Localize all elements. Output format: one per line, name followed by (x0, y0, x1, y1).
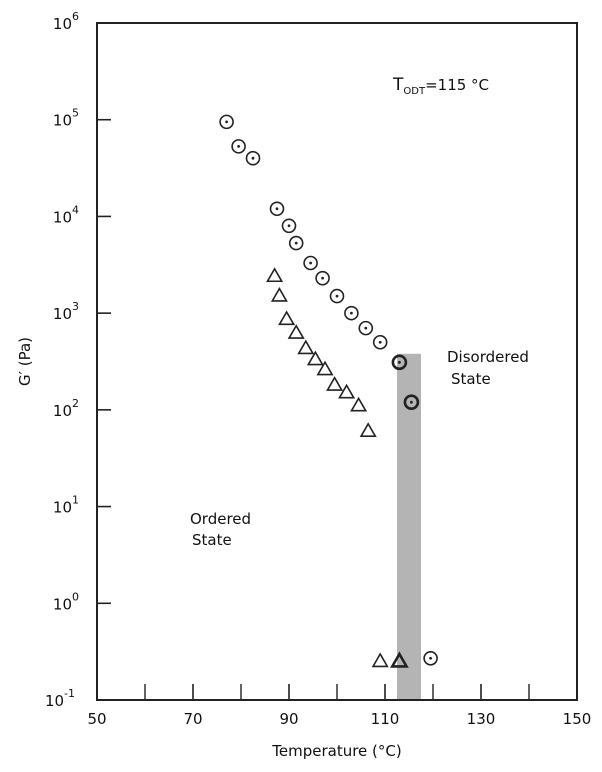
y-axis-label: G′ (Pa) (16, 337, 34, 386)
triangle-point (270, 287, 288, 302)
y-tick-label: 10-1 (45, 687, 75, 710)
y-tick-label: 105 (53, 107, 79, 130)
circle-point (372, 334, 388, 350)
triangle-point (278, 310, 296, 326)
x-tick-label: 70 (183, 710, 202, 728)
x-tick-label: 150 (563, 710, 592, 728)
triangle-point (316, 360, 334, 376)
data-points (219, 114, 438, 668)
todt-annotation: TODT=115 °C (392, 75, 489, 97)
triangle-point (287, 324, 305, 339)
y-tick-label: 103 (53, 300, 79, 323)
circle-point (423, 650, 438, 666)
triangle-point (326, 376, 344, 391)
y-tick-label: 106 (53, 10, 79, 33)
circle-point (358, 320, 374, 336)
circle-point (281, 218, 297, 234)
triangle-point (350, 396, 368, 412)
triangle-point (390, 651, 409, 668)
x-tick-label: 130 (467, 710, 496, 728)
x-axis-label: Temperature (°C) (271, 742, 401, 760)
circle-point (288, 235, 304, 251)
circle-point (403, 394, 420, 410)
x-tick-label: 90 (279, 710, 298, 728)
y-tick-label: 104 (53, 203, 79, 226)
circle-point (303, 255, 318, 271)
x-tick-label: 50 (87, 710, 106, 728)
triangle-point (359, 422, 377, 437)
x-tick-label: 110 (371, 710, 400, 728)
x-axis-ticks: 50 70 90 110 130 150 (87, 684, 591, 728)
circle-point (269, 201, 285, 217)
triangle-point (371, 652, 389, 668)
circle-point (245, 150, 261, 166)
circle-point (231, 139, 246, 154)
shaded-band (397, 353, 421, 700)
disordered-state-label: Disordered (447, 348, 529, 366)
triangle-point (297, 339, 315, 355)
circle-point (329, 288, 345, 304)
circle-point (219, 114, 234, 130)
y-tick-label: 101 (53, 494, 79, 517)
triangle-point (338, 383, 356, 399)
disordered-state-label-line2: State (451, 370, 491, 388)
circle-point (344, 305, 359, 321)
triangle-point (306, 350, 324, 366)
circle-point (391, 354, 408, 371)
circle-point (315, 270, 330, 286)
ordered-state-label-line2: State (192, 531, 232, 549)
triangle-point (266, 267, 284, 283)
y-tick-label: 100 (53, 590, 79, 613)
y-axis-ticks: 10-1 100 101 102 103 104 105 106 (45, 10, 111, 710)
y-tick-label: 102 (53, 397, 79, 420)
ordered-state-label: Ordered (190, 510, 251, 528)
plot-frame (96, 22, 578, 701)
